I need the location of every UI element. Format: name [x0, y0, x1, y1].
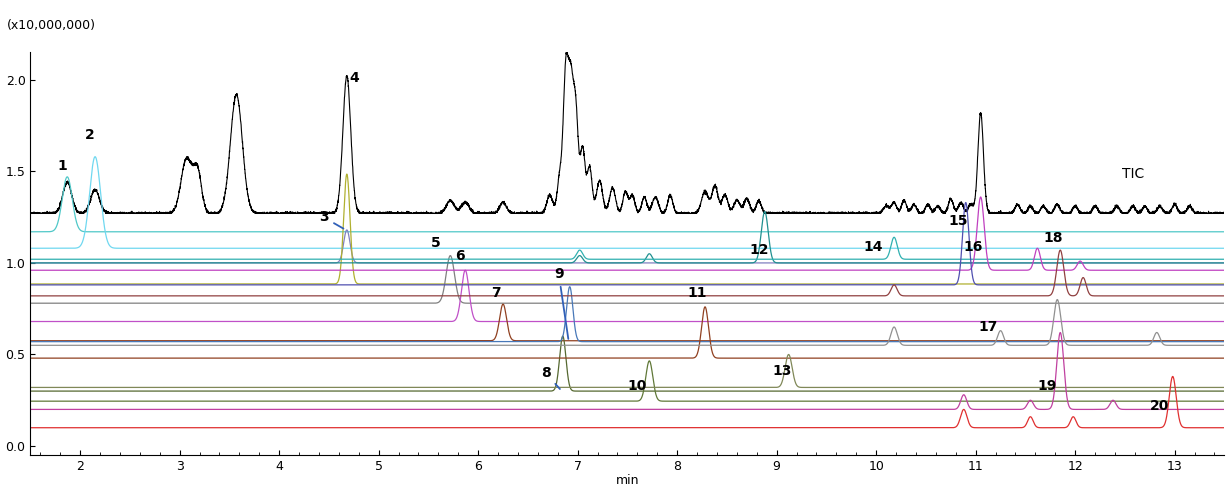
Text: 11: 11 [688, 285, 707, 300]
Text: 14: 14 [863, 240, 883, 254]
Text: 10: 10 [627, 379, 647, 393]
Text: 2: 2 [85, 128, 95, 142]
Text: 20: 20 [1150, 399, 1170, 413]
Text: TIC: TIC [1122, 167, 1144, 180]
Text: 6: 6 [455, 249, 465, 263]
Text: 16: 16 [963, 240, 983, 254]
Text: 8: 8 [541, 366, 560, 389]
Text: 7: 7 [491, 285, 501, 300]
Text: 18: 18 [1043, 231, 1063, 245]
Text: 5: 5 [430, 236, 440, 250]
Text: 4: 4 [349, 71, 359, 85]
Text: 17: 17 [978, 320, 998, 334]
Text: 1: 1 [58, 159, 68, 173]
Text: (x10,000,000): (x10,000,000) [6, 19, 96, 32]
Text: 9: 9 [554, 267, 568, 339]
Text: 15: 15 [948, 214, 968, 228]
X-axis label: min: min [616, 474, 640, 488]
Text: 12: 12 [749, 244, 769, 257]
Text: 3: 3 [319, 211, 343, 229]
Text: 13: 13 [772, 364, 791, 378]
Text: 19: 19 [1038, 379, 1057, 393]
